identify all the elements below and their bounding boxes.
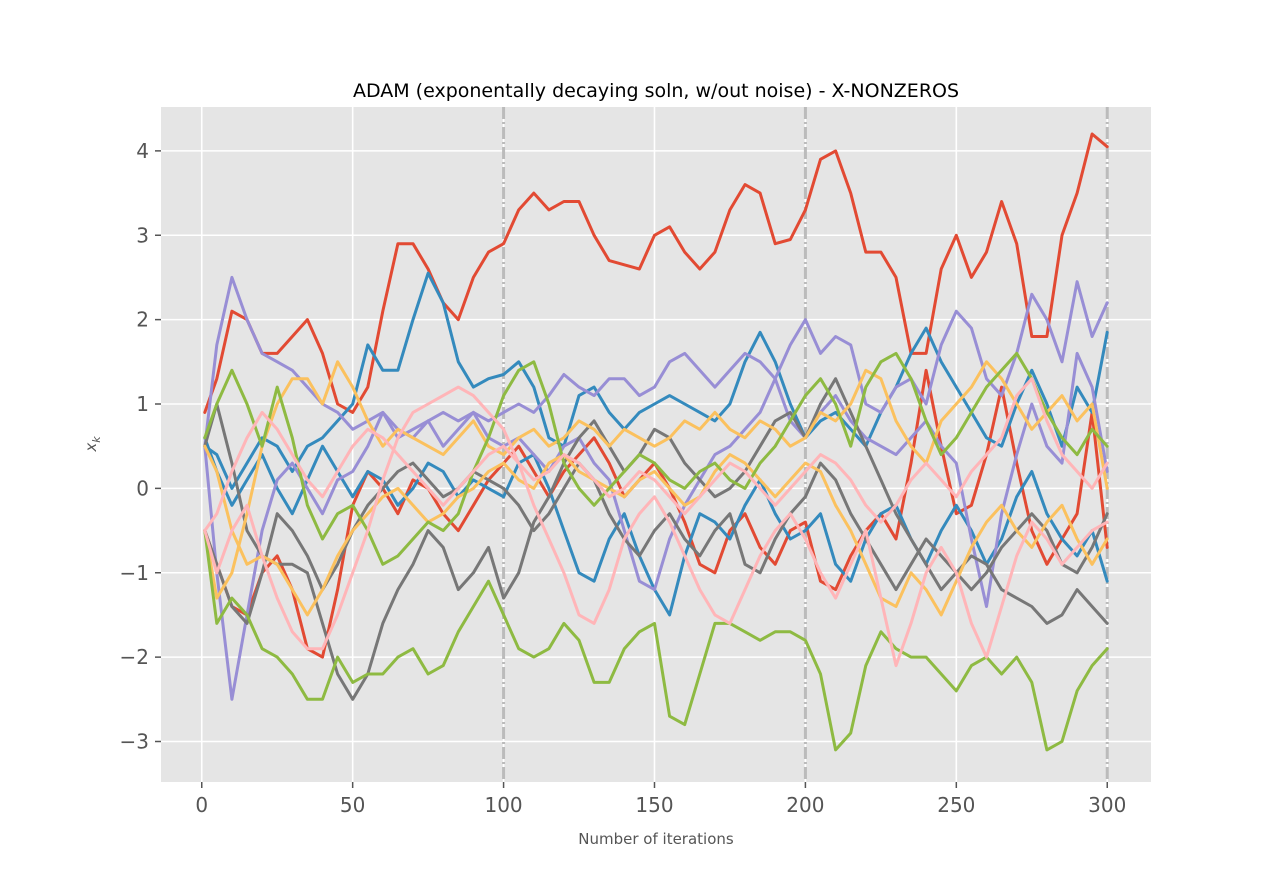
iteration-markers — [502, 107, 1109, 782]
y-tick-label: −1 — [120, 561, 149, 585]
series-line-1 — [203, 132, 1109, 414]
x-tick-label: 0 — [195, 793, 208, 817]
x-axis-ticks: 0 50 100 150 200 250 300 — [195, 782, 1126, 817]
y-axis-ticks: −3 −2 −1 0 1 2 3 4 — [120, 139, 161, 754]
series-lines — [203, 132, 1109, 752]
y-tick-label: −2 — [120, 645, 149, 669]
x-tick-label: 100 — [484, 793, 522, 817]
series-line-12 — [203, 351, 1109, 566]
y-axis-label: xk — [82, 436, 103, 453]
x-tick-label: 50 — [340, 793, 365, 817]
series-line-14 — [203, 377, 1109, 533]
series-line-9 — [203, 360, 1109, 600]
series-line-5 — [203, 275, 1109, 448]
x-tick-label: 250 — [937, 793, 975, 817]
series-line-3 — [203, 271, 1109, 490]
series-line-6 — [203, 351, 1109, 701]
y-axis-label-sub: k — [90, 436, 103, 443]
y-tick-label: 3 — [136, 223, 149, 247]
y-tick-label: 0 — [136, 476, 149, 500]
x-axis-label: Number of iterations — [578, 830, 734, 848]
x-tick-label: 150 — [635, 793, 673, 817]
y-tick-label: 2 — [136, 308, 149, 332]
y-tick-label: −3 — [120, 730, 149, 754]
series-line-11 — [203, 529, 1109, 752]
y-tick-label: 4 — [136, 139, 149, 163]
series-line-13 — [203, 385, 1109, 668]
x-tick-label: 300 — [1088, 793, 1126, 817]
series-line-10 — [203, 444, 1109, 617]
x-tick-label: 200 — [786, 793, 824, 817]
chart-title: ADAM (exponentally decaying soln, w/out … — [353, 80, 959, 102]
y-tick-label: 1 — [136, 392, 149, 416]
y-axis-label-main: x — [82, 443, 100, 453]
